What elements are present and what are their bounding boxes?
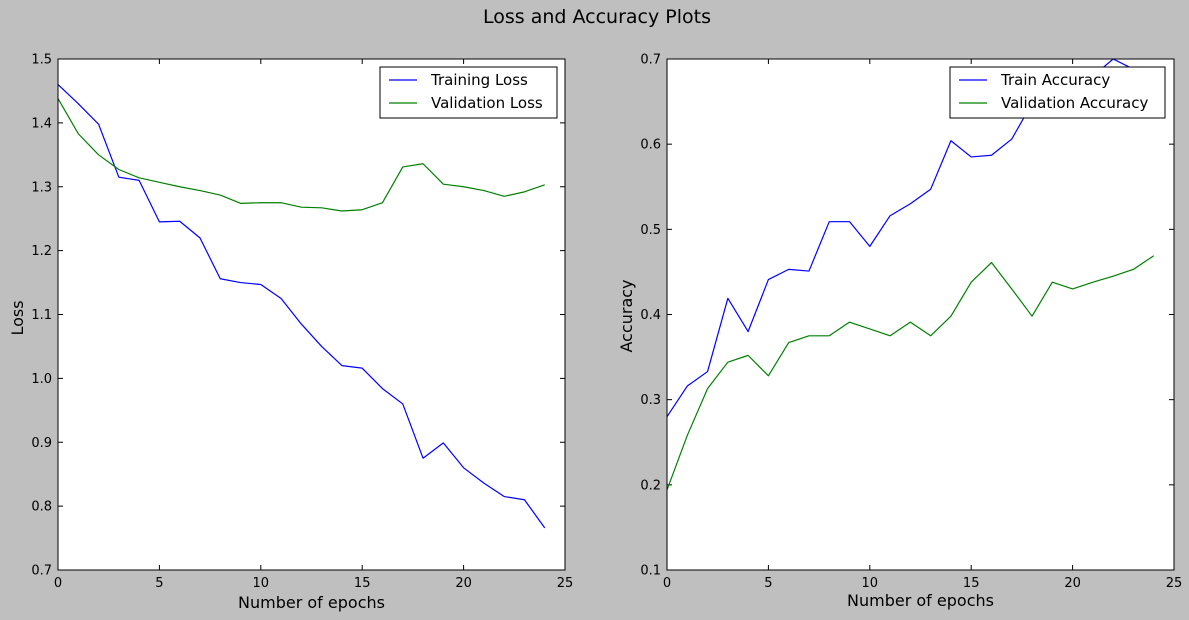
accuracy-x-tick-label: 15	[963, 576, 980, 591]
loss-y-tick-label: 1.3	[31, 180, 52, 195]
accuracy-x-tick-label: 20	[1064, 576, 1081, 591]
accuracy-x-tick-label: 25	[1166, 576, 1183, 591]
loss-x-tick-label: 5	[155, 576, 163, 591]
loss-series-line-training	[58, 84, 546, 529]
loss-legend-box	[379, 66, 558, 119]
loss-y-tick-label: 1.4	[31, 116, 52, 131]
accuracy-plot-ticks: 0 5 10 15 20 25 0.1 0.2 0.3 0.4 0.5 0.6 0.7	[640, 53, 1182, 592]
accuracy-plot-area	[667, 59, 1174, 570]
accuracy-plot: 0 5 10 15 20 25 0.1 0.2 0.3 0.4 0.5 0.6 0.7 Number o…	[617, 53, 1182, 611]
loss-plot-ticks: 0 5 10 15 20 25 0.7 0.8 0.9 1.0 1.1 1.2 1.3 1.4 1.5	[31, 53, 573, 592]
accuracy-y-axis-label: Accuracy	[617, 279, 636, 352]
accuracy-y-tick-label: 0.5	[640, 223, 661, 238]
accuracy-y-tick-label: 0.7	[640, 53, 661, 68]
loss-plot-frame	[57, 58, 566, 571]
loss-x-tick-label: 25	[557, 576, 574, 591]
loss-y-tick-label: 1.5	[31, 53, 52, 68]
loss-y-tick-label: 1.1	[31, 308, 52, 323]
loss-x-tick-label: 0	[54, 576, 62, 591]
loss-y-tick-label: 0.9	[31, 436, 52, 451]
loss-legend-validation-label: Validation Loss	[431, 94, 543, 112]
accuracy-y-tick-label: 0.1	[640, 564, 661, 579]
loss-plot-area	[58, 59, 565, 570]
loss-series-line-validation	[58, 98, 545, 212]
accuracy-x-tick-label: 0	[663, 576, 671, 591]
accuracy-x-tick-label: 5	[764, 576, 772, 591]
loss-y-tick-label: 0.7	[31, 564, 52, 579]
loss-legend: Training Loss Validation Loss	[379, 66, 558, 119]
accuracy-x-axis-label: Number of epochs	[847, 591, 994, 610]
accuracy-y-tick-label: 0.2	[640, 478, 661, 493]
accuracy-x-tick-label: 10	[862, 576, 879, 591]
loss-plot-lines	[58, 84, 546, 529]
accuracy-legend-train-label: Train Accuracy	[1000, 71, 1110, 89]
accuracy-plot-frame	[666, 58, 1175, 571]
accuracy-y-tick-label: 0.3	[640, 393, 661, 408]
accuracy-y-tick-label: 0.4	[640, 308, 661, 323]
loss-y-tick-label: 1.0	[31, 372, 52, 387]
figure-suptitle: Loss and Accuracy Plots	[483, 6, 711, 28]
accuracy-series-line-validation	[667, 255, 1155, 491]
loss-y-axis-label: Loss	[8, 300, 27, 335]
loss-x-axis-label: Number of epochs	[238, 593, 385, 612]
accuracy-legend-box	[949, 66, 1166, 119]
loss-y-tick-label: 0.8	[31, 500, 52, 515]
loss-y-tick-label: 1.2	[31, 244, 52, 259]
loss-x-tick-label: 15	[354, 576, 371, 591]
loss-plot: 0 5 10 15 20 25 0.7 0.8 0.9 1.0 1.1 1.2 1.3 1.4 1.5 Nu…	[8, 53, 573, 613]
loss-x-tick-label: 10	[253, 576, 270, 591]
accuracy-legend: Train Accuracy Validation Accuracy	[949, 66, 1166, 119]
loss-legend-training-label: Training Loss	[430, 71, 528, 89]
accuracy-legend-validation-label: Validation Accuracy	[1001, 94, 1148, 112]
accuracy-y-tick-label: 0.6	[640, 138, 661, 153]
loss-x-tick-label: 20	[455, 576, 472, 591]
